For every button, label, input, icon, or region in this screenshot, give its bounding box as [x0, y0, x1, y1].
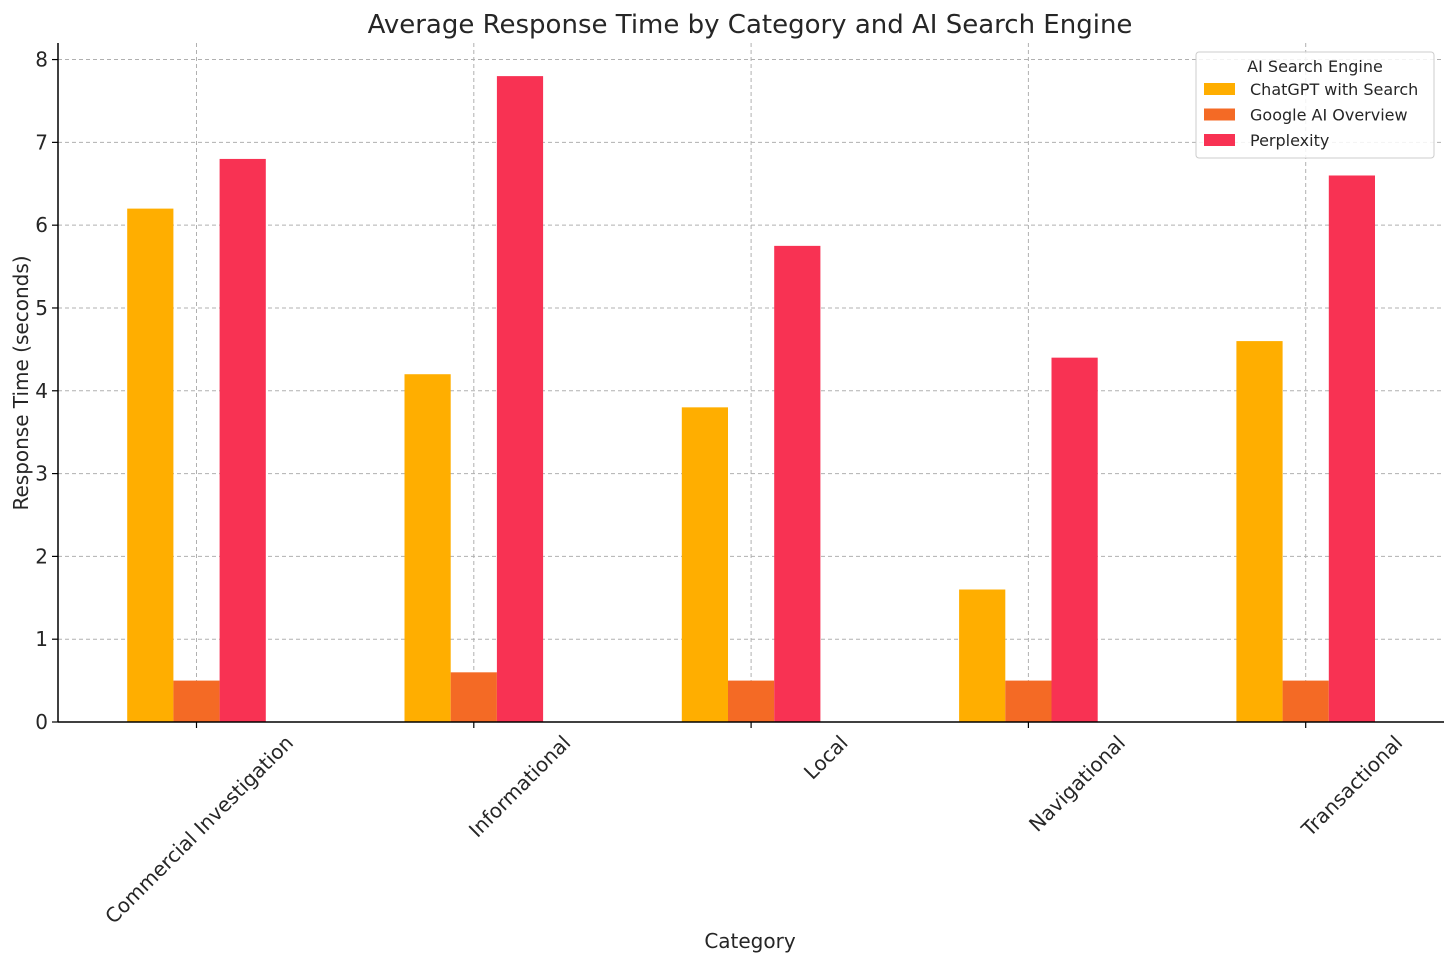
- y-tick-labels: 0 1 2 3 4 5 6 7 8: [35, 48, 48, 734]
- bar-3-1: [219, 158, 266, 723]
- bar-2-2: [450, 672, 497, 722]
- axes: [52, 43, 1444, 728]
- y-tick-label: 2: [35, 544, 48, 568]
- legend: AI Search Engine ChatGPT with Search Goog…: [1195, 51, 1435, 159]
- legend-swatch-3: [1204, 134, 1235, 146]
- legend-title: AI Search Engine: [1247, 57, 1383, 76]
- bar-1-4: [959, 589, 1006, 722]
- bar-3-4: [1051, 357, 1098, 722]
- grid: [58, 43, 1444, 722]
- bar-3-2: [496, 76, 544, 722]
- y-axis-label: Response Time (seconds): [9, 255, 33, 510]
- bar-1-1: [127, 208, 174, 723]
- legend-swatch-1: [1204, 83, 1235, 95]
- legend-box: [1195, 51, 1435, 159]
- x-tick-label: Transactional: [1296, 731, 1407, 842]
- y-tick-label: 4: [35, 379, 48, 403]
- chart-title: Average Response Time by Category and AI…: [368, 10, 1133, 40]
- y-tick-label: 5: [35, 296, 48, 320]
- legend-label-2: Google AI Overview: [1250, 106, 1408, 125]
- bar-1-2: [404, 374, 451, 722]
- bar-2-4: [1005, 680, 1052, 722]
- y-tick-label: 7: [35, 130, 48, 154]
- x-tick-label: Informational: [464, 731, 575, 842]
- x-tick-labels: Commercial Investigation Informational Loc…: [100, 731, 1407, 929]
- bar-2-1: [173, 680, 220, 722]
- legend-items: ChatGPT with Search Google AI Overview Per…: [1204, 80, 1418, 150]
- legend-label-1: ChatGPT with Search: [1250, 80, 1418, 99]
- y-tick-label: 8: [35, 48, 48, 72]
- bar-2-5: [1282, 680, 1329, 722]
- bar-3-5: [1328, 175, 1375, 723]
- y-tick-label: 1: [35, 627, 48, 651]
- bar-1-5: [1236, 341, 1283, 722]
- y-tick-label: 6: [35, 213, 48, 237]
- legend-label-3: Perplexity: [1250, 131, 1329, 150]
- bars: [127, 76, 1375, 723]
- x-tick-label: Commercial Investigation: [100, 731, 298, 929]
- bar-2-3: [728, 680, 775, 722]
- bar-1-3: [681, 407, 728, 722]
- y-tick-label: 0: [35, 710, 48, 734]
- x-tick-label: Navigational: [1024, 731, 1130, 837]
- bar-3-3: [774, 245, 821, 722]
- x-axis-label: Category: [704, 929, 796, 953]
- legend-swatch-2: [1204, 108, 1235, 121]
- x-tick-label: Local: [799, 731, 853, 785]
- y-tick-label: 3: [35, 462, 48, 486]
